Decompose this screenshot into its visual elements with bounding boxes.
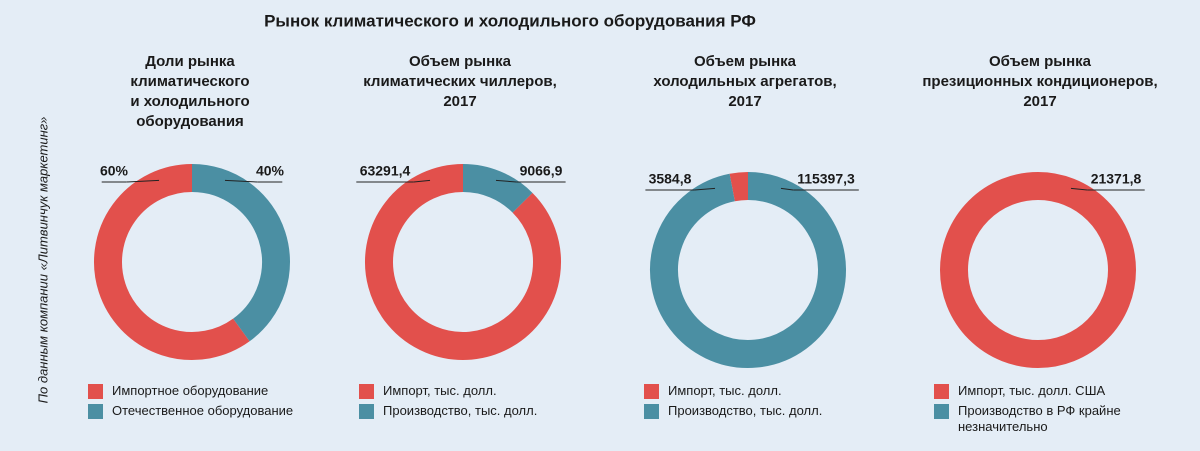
legend-swatch [88,384,103,399]
legend-swatch [88,404,103,419]
value-label: 21371,8 [1091,171,1142,187]
page-title: Рынок климатического и холодильного обор… [264,11,756,30]
leader-line [224,179,258,183]
donut-slice [191,164,290,342]
legend-swatch [644,384,659,399]
legend-label: Производство, тыс. долл. [383,403,537,418]
legend-label: Отечественное оборудование [112,403,293,418]
leader-line [1070,187,1088,191]
leader-line [495,179,517,183]
donut-slice [729,172,749,202]
leader-line [694,187,716,191]
legend-label: Производство в РФ крайне незначительно [958,403,1121,434]
donut-slice [94,164,250,360]
legend-label: Производство, тыс. долл. [668,403,822,418]
legend-swatch [934,384,949,399]
donut-slice [462,164,533,213]
legend-swatch [644,404,659,419]
donut-slice [650,172,846,368]
value-label: 63291,4 [360,163,411,179]
value-label: 115397,3 [797,171,855,187]
legend-label: Импорт, тыс. долл. [668,383,782,398]
donut-slice [365,164,561,360]
leader-line [780,187,794,191]
legend-label: Импорт, тыс. долл. США [958,383,1105,398]
value-label: 60% [100,163,129,179]
chart-title: Доли рынка климатического и холодильного об… [130,53,249,130]
legend-swatch [359,384,374,399]
legend-swatch [359,404,374,419]
leader-line [126,179,160,183]
chart-title: Объем рынка климатических чиллеров, 2017 [363,53,557,110]
legend-swatch [934,404,949,419]
legend-label: Импорт, тыс. долл. [383,383,497,398]
chart-title: Объем рынка холодильных агрегатов, 2017 [653,53,836,110]
chart-title: Объем рынка презиционных кондиционеров, 20… [922,53,1157,110]
value-label: 3584,8 [649,171,692,187]
leader-line [413,179,431,183]
source-note: По данным компании «Литвинчук маркетинг» [35,117,50,404]
value-label: 40% [256,163,285,179]
legend-label: Импортное оборудование [112,383,268,398]
donut-slice [940,172,1136,369]
value-label: 9066,9 [520,163,563,179]
